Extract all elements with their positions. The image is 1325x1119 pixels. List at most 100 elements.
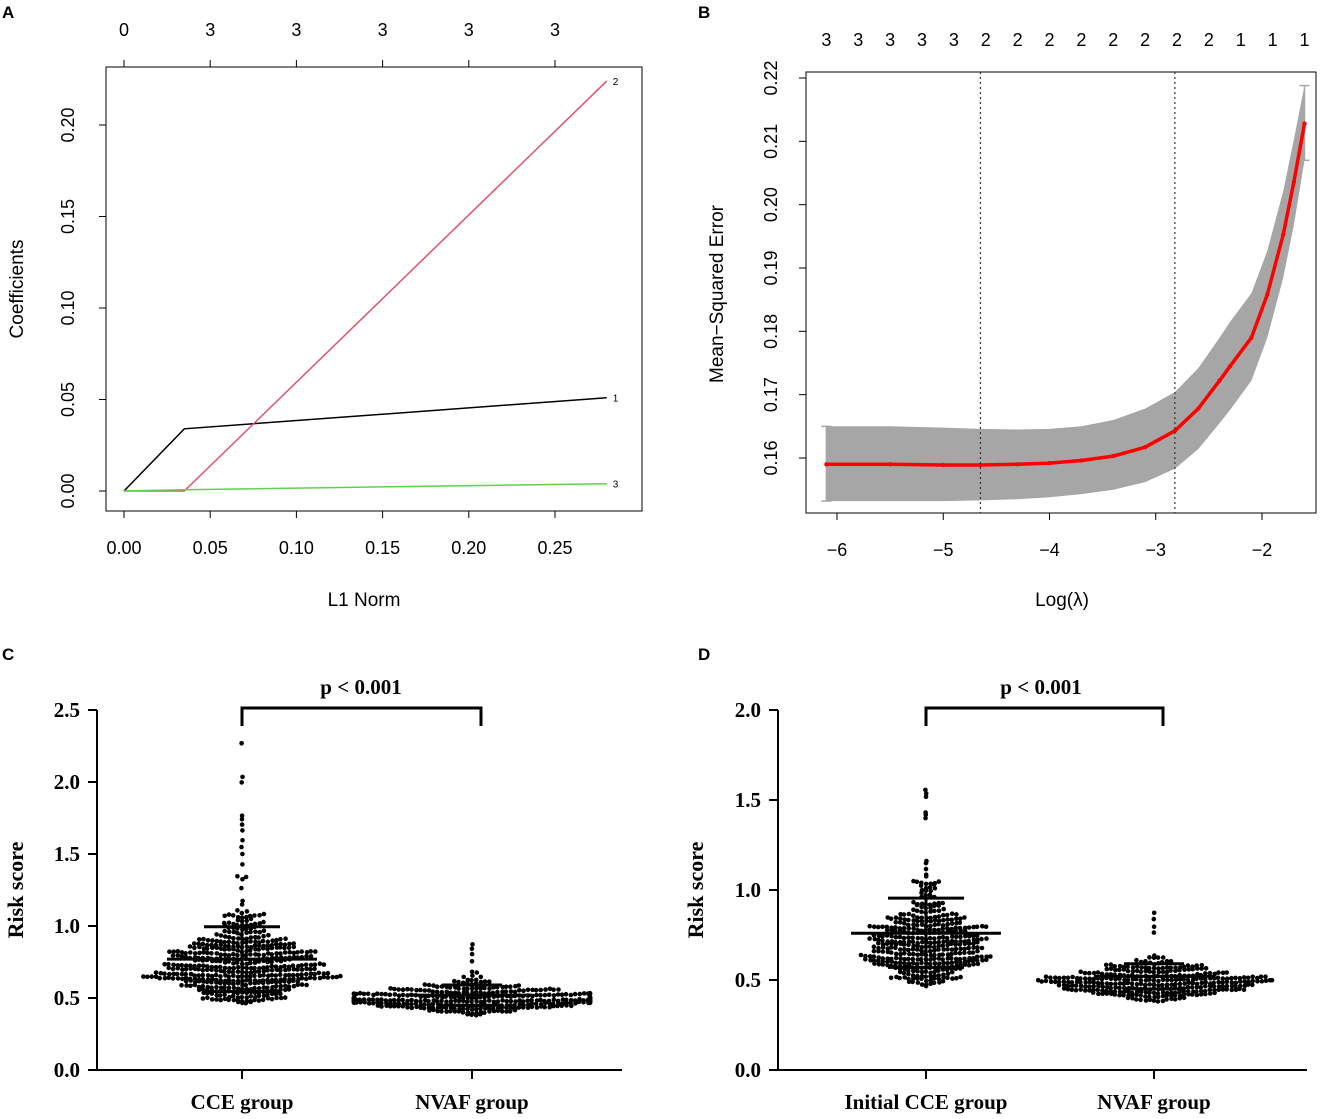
panel-d-data-point bbox=[1229, 987, 1235, 993]
panel-a-series-lines bbox=[123, 80, 608, 492]
panel-d-data-point bbox=[919, 973, 925, 979]
panel-d-data-point bbox=[1164, 997, 1169, 1002]
panel-d-data-point bbox=[863, 953, 868, 959]
panel-b-top-label: 2 bbox=[1013, 30, 1023, 50]
panel-d-data-point bbox=[880, 934, 885, 939]
panel-c-data-point bbox=[200, 972, 206, 978]
panel-c-data-point bbox=[383, 991, 388, 997]
panel-d-data-point bbox=[1173, 981, 1178, 987]
panel-c-data-point bbox=[308, 962, 314, 968]
panel-c-data-point bbox=[226, 985, 232, 991]
panel-c-data-point bbox=[560, 1001, 565, 1006]
panel-c-data-point bbox=[400, 992, 406, 998]
panel-c-data-point bbox=[330, 974, 335, 980]
panel-d-data-point bbox=[1185, 984, 1191, 990]
panel-d-data-point bbox=[1069, 983, 1075, 988]
panel-d-significance-bracket bbox=[924, 706, 1165, 726]
panel-c-data-point bbox=[542, 992, 548, 998]
panel-d-data-point bbox=[1112, 964, 1117, 969]
panel-c-data-point bbox=[261, 968, 267, 974]
panel-d-data-point bbox=[893, 945, 898, 951]
panel-d-data-point bbox=[1096, 991, 1101, 997]
panel-d-data-point bbox=[919, 887, 925, 893]
panel-c-data-point bbox=[200, 976, 206, 982]
panel-c-data-point bbox=[321, 971, 327, 976]
panel-c-data-point bbox=[521, 1003, 526, 1008]
panel-c-data-point bbox=[188, 971, 194, 977]
panel-d-data-point bbox=[923, 885, 929, 891]
panel-c-data-point bbox=[248, 970, 254, 975]
panel-c-data-point bbox=[209, 997, 215, 1002]
panel-d-data-point bbox=[932, 914, 938, 920]
panel-c-data-point bbox=[542, 998, 547, 1004]
panel-c-data-point bbox=[547, 986, 553, 992]
panel-c-data-point bbox=[153, 974, 159, 980]
panel-c-data-point bbox=[508, 984, 513, 989]
panel-c-data-point bbox=[405, 986, 410, 992]
panel-c-data-point bbox=[175, 976, 181, 981]
panel-c-data-point bbox=[308, 954, 314, 959]
panel-b-x-axis-title: Log(λ) bbox=[1035, 590, 1089, 611]
panel-d-data-point bbox=[1199, 966, 1204, 971]
panel-d-data-point bbox=[1095, 987, 1100, 993]
panel-d-data-point bbox=[966, 962, 972, 968]
panel-d-data-point bbox=[1212, 987, 1217, 993]
panel-c-data-point bbox=[214, 984, 219, 990]
panel-c-data-point bbox=[226, 929, 232, 935]
panel-c-data-point bbox=[405, 998, 410, 1004]
panel-c-data-point bbox=[218, 933, 224, 938]
panel-d-data-point bbox=[945, 952, 951, 957]
panel-d-data-point bbox=[1078, 983, 1084, 989]
panel-d-data-point bbox=[905, 968, 911, 973]
panel-label-b: B bbox=[698, 3, 710, 22]
panel-d-data-point bbox=[919, 982, 925, 987]
panel-a-x-tick-label: 0.05 bbox=[193, 538, 228, 558]
panel-d-data-point bbox=[941, 947, 946, 952]
panel-d-data-point bbox=[958, 916, 963, 921]
panel-c-data-point bbox=[247, 977, 253, 983]
panel-c-data-point bbox=[167, 971, 172, 977]
panel-d-data-point bbox=[1095, 980, 1101, 986]
panel-d-data-point bbox=[1117, 989, 1123, 995]
panel-c-data-point bbox=[257, 930, 263, 935]
panel-c-data-point bbox=[431, 983, 436, 988]
panel-d-data-point bbox=[936, 968, 941, 973]
panel-c-data-point bbox=[409, 1002, 414, 1007]
panel-d-data-point bbox=[910, 973, 916, 978]
panel-c-data-point bbox=[469, 978, 474, 983]
panel-c-data-point bbox=[357, 990, 363, 996]
panel-c-data-point bbox=[209, 951, 214, 956]
panel-b-y-tick-label: 0.21 bbox=[761, 124, 781, 159]
panel-c-data-point bbox=[303, 962, 309, 968]
panel-c-data-point bbox=[366, 997, 372, 1002]
panel-d-data-point bbox=[1207, 987, 1213, 993]
panel-d-data-point bbox=[1151, 990, 1157, 996]
panel-c-data-point bbox=[282, 950, 288, 955]
panel-d-data-point bbox=[897, 939, 903, 945]
panel-d-data-point bbox=[1220, 980, 1225, 985]
panel-c-data-point bbox=[243, 982, 249, 988]
panel-c-data-point bbox=[235, 941, 240, 946]
panel-b-top-label: 2 bbox=[1076, 30, 1086, 50]
panel-a-top-tick-label: 3 bbox=[291, 20, 301, 40]
panel-c-data-point bbox=[568, 998, 574, 1003]
panel-c-data-point bbox=[248, 994, 254, 999]
panel-d-data-point bbox=[871, 944, 877, 949]
panel-d-data-point bbox=[867, 954, 873, 959]
panel-c-data-point bbox=[179, 983, 184, 988]
panel-c-data-point bbox=[430, 989, 436, 994]
panel-c-data-point bbox=[469, 946, 475, 952]
panel-d-data-point bbox=[967, 934, 972, 939]
panel-d-data-point bbox=[932, 948, 937, 953]
panel-c-data-point bbox=[413, 998, 419, 1004]
panel-c-data-point bbox=[205, 984, 211, 990]
panel-c-data-point bbox=[205, 950, 210, 956]
panel-c-data-point bbox=[439, 1009, 444, 1014]
panel-c-data-point bbox=[218, 978, 223, 983]
panel-a-top-ticks: 0 3 3 3 3 3 bbox=[119, 20, 560, 67]
panel-d-data-point bbox=[971, 924, 976, 930]
panel-b-x-ticks: −6 −5 −4 −3 −2 bbox=[827, 513, 1272, 560]
panel-c-data-points bbox=[141, 741, 593, 1018]
panel-d-data-point bbox=[1203, 980, 1208, 985]
panel-d-data-point bbox=[911, 918, 916, 923]
